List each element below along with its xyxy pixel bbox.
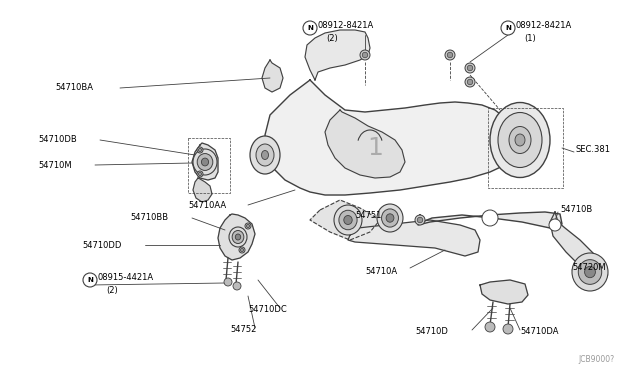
Text: 1: 1 [367, 136, 383, 160]
Ellipse shape [232, 231, 244, 244]
Ellipse shape [498, 112, 542, 167]
Circle shape [465, 77, 475, 87]
Circle shape [245, 223, 251, 229]
Polygon shape [418, 212, 562, 228]
Text: 54710B: 54710B [560, 205, 592, 215]
Text: (2): (2) [326, 33, 338, 42]
Ellipse shape [334, 205, 362, 235]
Polygon shape [265, 80, 518, 195]
Text: 54710A: 54710A [365, 267, 397, 276]
Circle shape [239, 247, 245, 253]
Ellipse shape [262, 151, 269, 160]
Circle shape [417, 217, 423, 223]
Circle shape [467, 65, 473, 71]
Polygon shape [305, 30, 370, 80]
Text: (1): (1) [524, 33, 536, 42]
Ellipse shape [229, 227, 247, 247]
Circle shape [198, 172, 202, 176]
Ellipse shape [236, 234, 241, 240]
Text: 54752: 54752 [230, 326, 257, 334]
Ellipse shape [193, 149, 217, 175]
Ellipse shape [197, 154, 212, 170]
Circle shape [360, 50, 370, 60]
Text: 54710DA: 54710DA [520, 327, 559, 337]
Polygon shape [192, 143, 218, 180]
Circle shape [362, 52, 368, 58]
Circle shape [503, 324, 513, 334]
Text: 54710M: 54710M [38, 160, 72, 170]
Circle shape [83, 273, 97, 287]
Circle shape [447, 52, 452, 58]
Text: 54710DC: 54710DC [248, 305, 287, 314]
Bar [488, 108, 563, 188]
Circle shape [465, 63, 475, 73]
Text: JCB9000?: JCB9000? [579, 356, 615, 365]
Text: 54710DB: 54710DB [38, 135, 77, 144]
Circle shape [415, 215, 425, 225]
Text: 54710BB: 54710BB [130, 214, 168, 222]
Text: 08912-8421A: 08912-8421A [516, 22, 572, 31]
Ellipse shape [490, 103, 550, 177]
Text: N: N [307, 25, 313, 31]
Text: 54751: 54751 [355, 211, 381, 219]
Polygon shape [550, 212, 600, 278]
Ellipse shape [515, 134, 525, 146]
Circle shape [197, 171, 203, 177]
Ellipse shape [572, 253, 608, 291]
Circle shape [197, 147, 203, 153]
Text: N: N [87, 277, 93, 283]
Ellipse shape [202, 158, 209, 166]
Ellipse shape [256, 144, 274, 166]
Circle shape [303, 21, 317, 35]
Text: 54710AA: 54710AA [188, 201, 226, 209]
Polygon shape [262, 60, 283, 92]
Text: N: N [505, 25, 511, 31]
Ellipse shape [344, 215, 352, 224]
Ellipse shape [509, 126, 531, 154]
Text: SEC.381: SEC.381 [575, 145, 610, 154]
Circle shape [224, 278, 232, 286]
Circle shape [482, 210, 498, 226]
Ellipse shape [377, 204, 403, 232]
Text: 08915-4421A: 08915-4421A [98, 273, 154, 282]
Polygon shape [325, 110, 405, 178]
Circle shape [241, 248, 244, 251]
Ellipse shape [250, 136, 280, 174]
Text: 54710BA: 54710BA [55, 83, 93, 93]
Polygon shape [218, 214, 255, 260]
Ellipse shape [584, 266, 595, 278]
Bar [188, 138, 230, 193]
Circle shape [485, 322, 495, 332]
Ellipse shape [381, 209, 399, 227]
Polygon shape [480, 280, 528, 304]
Circle shape [467, 79, 473, 85]
Ellipse shape [386, 214, 394, 222]
Circle shape [445, 50, 455, 60]
Circle shape [233, 282, 241, 290]
Text: 54720M: 54720M [572, 263, 605, 273]
Text: 54710D: 54710D [415, 327, 448, 337]
Circle shape [246, 224, 250, 228]
Polygon shape [193, 178, 212, 202]
Text: 08912-8421A: 08912-8421A [318, 22, 374, 31]
Circle shape [198, 148, 202, 152]
Polygon shape [348, 220, 480, 256]
Circle shape [549, 219, 561, 231]
Text: 54710DD: 54710DD [82, 241, 122, 250]
Circle shape [501, 21, 515, 35]
Polygon shape [310, 200, 380, 240]
Ellipse shape [339, 210, 357, 230]
Text: (2): (2) [106, 285, 118, 295]
Ellipse shape [579, 260, 602, 284]
